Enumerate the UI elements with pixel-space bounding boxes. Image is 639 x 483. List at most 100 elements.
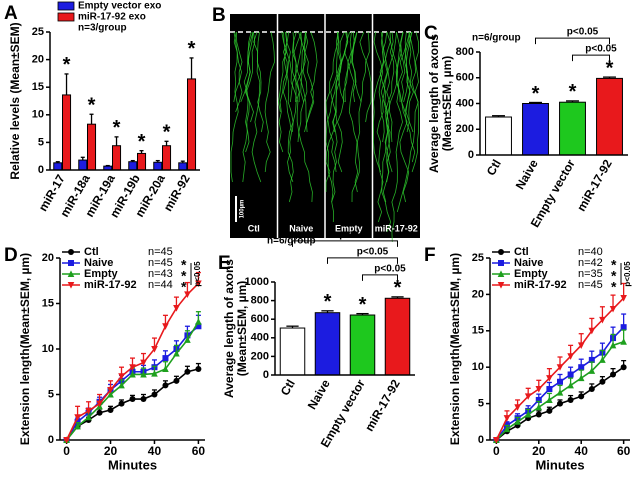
note: n=6/group (472, 33, 521, 44)
marker (577, 342, 585, 349)
neurite (240, 31, 254, 103)
significance-star: * (88, 95, 96, 117)
y-tick-label: 0 (468, 149, 474, 161)
marker (85, 407, 92, 415)
legend-swatch (57, 12, 75, 22)
marker (609, 341, 617, 349)
significance-star: * (63, 54, 71, 76)
marker (567, 353, 574, 360)
y-tick-label: 0 (48, 434, 54, 446)
neurite (389, 31, 410, 203)
y-axis-label: Average length of axons (427, 34, 441, 173)
x-tick-label: 40 (575, 444, 589, 458)
y-tick-label: 400 (251, 332, 269, 344)
y-tick-label: 20 (42, 252, 54, 264)
legend-label: miR-17-92 (514, 279, 567, 291)
micrograph-label: Empty (335, 223, 363, 233)
y-tick-label: 0 (478, 434, 484, 446)
marker (118, 400, 125, 407)
significance-star: * (359, 294, 367, 316)
neurite (344, 31, 358, 103)
marker (588, 327, 596, 335)
neurite (384, 31, 395, 173)
neurite (278, 31, 287, 113)
neurite (391, 31, 411, 243)
error-bar (189, 57, 194, 79)
y-tick-label: 200 (456, 123, 474, 135)
marker (63, 437, 70, 444)
marker (556, 389, 564, 396)
marker (620, 295, 627, 302)
y-tick-label: 1000 (245, 276, 269, 288)
legend-label: miR-17-92 exo (78, 12, 146, 23)
bar (153, 161, 163, 171)
marker (74, 422, 81, 430)
error-bar (164, 140, 169, 146)
marker (610, 371, 617, 378)
y-tick-label: 600 (456, 72, 474, 84)
marker (546, 375, 553, 382)
legend-label: Empty vector exo (78, 1, 161, 12)
marker (588, 356, 595, 363)
marker (546, 396, 553, 403)
marker (497, 282, 505, 289)
significance-star: * (532, 83, 540, 105)
bar (78, 159, 88, 171)
marker (535, 411, 542, 418)
y-tick-label: 15 (42, 297, 54, 309)
marker (498, 260, 504, 266)
error-bar (80, 156, 85, 161)
legend-label: Empty (514, 268, 549, 280)
marker (162, 365, 169, 373)
significance-star: * (113, 117, 121, 139)
legend-label: Naive (514, 257, 543, 269)
marker (493, 437, 500, 444)
marker (567, 396, 574, 403)
significance-star: * (394, 277, 402, 299)
bar (384, 297, 411, 376)
marker (599, 378, 606, 385)
legend-n: n=42 (578, 257, 603, 269)
neurite (245, 31, 256, 123)
error-bar (89, 113, 94, 125)
comparison-bracket (327, 257, 398, 264)
error-bar (130, 159, 135, 162)
neurite (403, 31, 409, 103)
error-bar (391, 296, 404, 299)
neurite (233, 31, 243, 113)
x-axis-label: Minutes (108, 457, 157, 472)
y-tick-label: 5 (48, 388, 54, 400)
micrograph-label: Ctl (248, 223, 260, 233)
y-axis-label: Extension length(Mean±SEM, µm) (18, 253, 32, 445)
scale-bar-label: 100µm (240, 200, 246, 219)
bar (596, 77, 623, 156)
marker (162, 355, 169, 362)
y-tick-label: 800 (251, 295, 269, 307)
x-tick-label: Ctl (278, 377, 298, 398)
y-tick-label: 15 (32, 81, 44, 93)
significance-star: * (324, 291, 332, 313)
marker (118, 373, 125, 380)
panel-letter: F (424, 245, 436, 266)
marker (151, 391, 158, 398)
x-tick-label: Ctl (484, 157, 504, 178)
legend-label: Ctl (514, 246, 529, 258)
panel-letter: E (218, 253, 231, 274)
neurite (253, 31, 264, 133)
significance-star: * (181, 257, 187, 273)
y-tick-label: 400 (456, 97, 474, 109)
x-tick-label: 40 (148, 444, 162, 458)
error-bar (55, 161, 60, 163)
marker (503, 415, 511, 422)
marker (129, 396, 136, 403)
legend-label: miR-17-92 (84, 279, 137, 291)
legend-label: Ctl (84, 246, 99, 258)
y-axis-label: (Mean±SEM, µm) (235, 281, 249, 377)
y-axis-label: Relative levels (Mean±SEM) (8, 22, 22, 179)
neurite (291, 31, 302, 133)
y-tick-label: 5 (38, 136, 44, 148)
neurite (352, 31, 362, 103)
marker (184, 368, 191, 375)
bar (137, 152, 147, 171)
neurite (380, 31, 393, 143)
